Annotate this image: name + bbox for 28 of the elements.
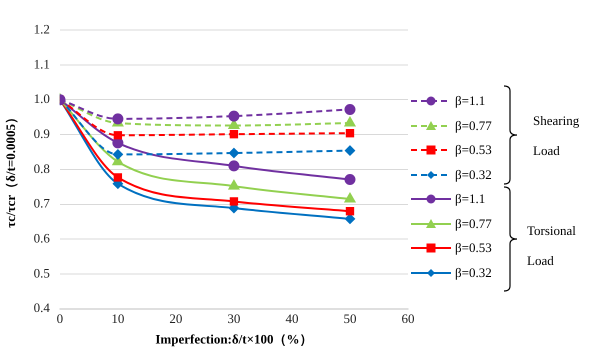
y-tick-label: 0.6 bbox=[34, 230, 50, 246]
legend-label: β=0.53 bbox=[455, 240, 492, 256]
x-axis-title: Imperfection:δ/t×100（%） bbox=[155, 332, 312, 347]
legend-label: β=0.32 bbox=[455, 264, 492, 281]
y-tick-label: 0.8 bbox=[34, 160, 50, 176]
y-tick-label: 1.2 bbox=[34, 21, 50, 36]
legend-label: β=1.1 bbox=[455, 93, 486, 110]
text: Torsional Load bbox=[527, 222, 577, 270]
legend-label: β=0.53 bbox=[455, 142, 492, 158]
x-tick-label: 40 bbox=[285, 311, 298, 326]
x-tick-label: 10 bbox=[111, 311, 124, 326]
y-tick-label: 1.0 bbox=[34, 91, 50, 106]
x-tick-label: 0 bbox=[56, 311, 64, 326]
y-tick-label: 1.1 bbox=[34, 56, 50, 72]
legend-label: β=0.32 bbox=[455, 166, 492, 183]
y-tick-label: 0.7 bbox=[34, 196, 50, 211]
y-axis-title: τc/τcr（δ/t=0.0005） bbox=[3, 111, 18, 228]
text: Shearing Load bbox=[533, 112, 580, 160]
legend-label: β=1.1 bbox=[455, 191, 486, 208]
x-tick-label: 60 bbox=[402, 311, 414, 326]
legend-label: β=0.77 bbox=[455, 118, 492, 134]
x-tick-label: 30 bbox=[227, 311, 240, 326]
y-tick-label: 0.5 bbox=[34, 265, 50, 280]
x-tick-label: 20 bbox=[169, 311, 182, 326]
y-tick-label: 0.4 bbox=[34, 300, 50, 316]
legend-label: β=0.77 bbox=[455, 216, 492, 232]
x-tick-label: 50 bbox=[343, 311, 356, 326]
y-tick-label: 0.9 bbox=[34, 126, 50, 141]
